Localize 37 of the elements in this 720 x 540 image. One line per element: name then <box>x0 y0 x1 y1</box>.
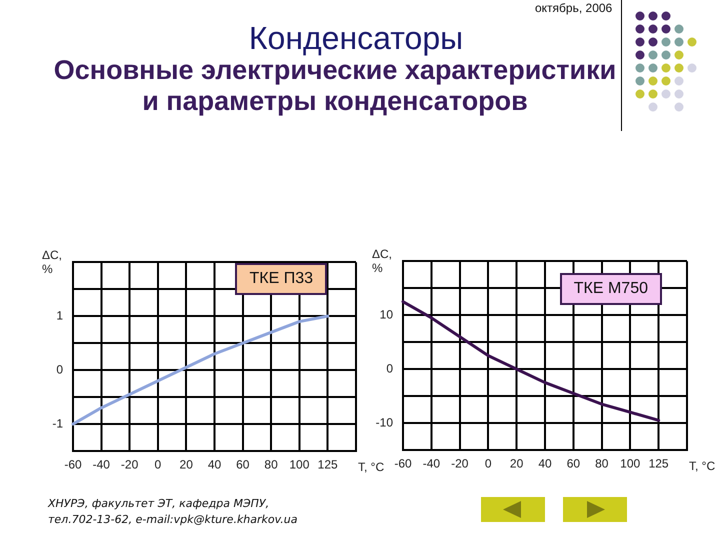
x-tick-label: 125 <box>318 458 338 472</box>
x-tick-label: 0 <box>154 458 162 472</box>
x-tick-label: -20 <box>120 458 139 472</box>
x-tick-label: 100 <box>289 458 310 472</box>
x-tick-label: 20 <box>510 456 524 471</box>
x-tick-label: -40 <box>422 456 440 471</box>
x-tick-label: -60 <box>394 456 412 471</box>
x-tick-label: 80 <box>264 458 278 472</box>
text: октябрь, 2006 <box>535 1 612 15</box>
text: ТКЕ П33 <box>235 263 327 295</box>
y-tick-label: 0 <box>56 362 64 376</box>
x-tick-label: -40 <box>92 458 110 472</box>
text: Основные электрические характеристики и параметры конденсаторов <box>52 55 618 117</box>
y-axis-title: ΔC, % <box>372 247 394 275</box>
y-tick-label: 1 <box>56 308 64 322</box>
x-tick-label: 20 <box>180 458 194 472</box>
x-tick-label: 40 <box>538 456 552 471</box>
x-tick-label: -20 <box>451 456 469 471</box>
text: Конденсаторы <box>248 19 464 57</box>
x-tick-label: 0 <box>484 456 492 471</box>
text: ТКЕ М750 <box>560 273 662 305</box>
x-tick-label: 100 <box>620 456 641 471</box>
text: ХНУРЭ, факультет ЭТ, кафедра МЭПУ, <box>48 497 270 510</box>
x-tick-label: 40 <box>208 458 222 472</box>
y-axis-title: ΔC, % <box>42 248 64 276</box>
y-tick-label: 0 <box>386 361 394 376</box>
x-tick-label: 125 <box>648 456 669 471</box>
x-tick-label: -60 <box>64 458 82 472</box>
x-tick-label: 80 <box>595 456 609 471</box>
y-tick-label: -1 <box>52 416 64 430</box>
x-tick-label: 60 <box>566 456 580 471</box>
x-tick-label: 60 <box>236 458 250 472</box>
x-axis-title: T, °C <box>689 459 716 473</box>
y-tick-label: 10 <box>380 307 394 322</box>
y-tick-label: -10 <box>376 415 394 430</box>
x-axis-title: T, °C <box>358 460 384 474</box>
text: тел.702-13-62, e-mail:vpk@kture.kharkov.ua <box>48 513 298 526</box>
